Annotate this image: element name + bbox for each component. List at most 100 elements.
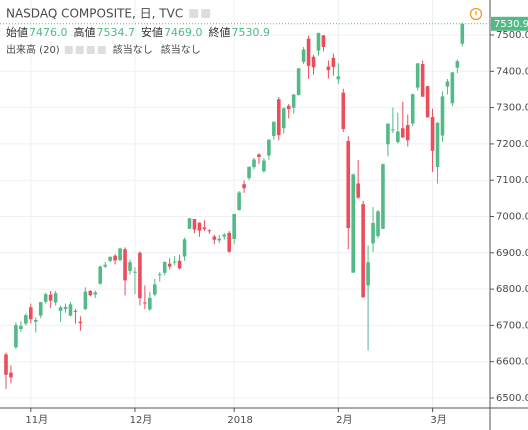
candle-body: [103, 264, 107, 267]
candle-body: [381, 164, 385, 229]
candle-body: [4, 354, 8, 375]
candle-body: [118, 248, 122, 261]
candle-body: [396, 131, 400, 143]
candle-body: [88, 290, 93, 296]
candle-body: [346, 140, 351, 229]
y-tick-label: 7200.0: [496, 139, 528, 150]
grid: [0, 0, 490, 408]
indicator-icon[interactable]: [64, 46, 73, 54]
candle-body: [291, 94, 296, 108]
candle-body: [138, 252, 142, 299]
candle-body: [460, 23, 465, 44]
candle-body: [14, 325, 18, 348]
ohlc-label: 高値: [74, 25, 96, 39]
candle-body: [450, 72, 455, 104]
candle-body: [242, 184, 246, 189]
candle-body: [272, 121, 276, 136]
candle-body: [410, 94, 415, 124]
candle-body: [48, 294, 53, 301]
candle-body: [182, 239, 187, 257]
candle-body: [425, 86, 430, 118]
candle-body: [63, 306, 68, 310]
candle-body: [391, 129, 395, 131]
candle-body: [257, 154, 261, 157]
candle-body: [267, 139, 271, 156]
x-tick-label: 11月: [25, 414, 48, 426]
candle-body: [108, 256, 112, 261]
ohlc-label: 安値: [141, 25, 163, 39]
y-tick-label: 7000.0: [496, 212, 528, 223]
candle-body: [435, 122, 440, 168]
candle-body: [286, 105, 291, 110]
y-tick-label: 7100.0: [496, 175, 528, 186]
candle-body: [440, 96, 445, 136]
axes: 6500.0 6600.0 6700.0 6800.0 6900.0 7000.0 7100…: [0, 16, 528, 426]
y-tick-label: 6800.0: [496, 284, 528, 295]
candle-body: [58, 307, 63, 311]
candle-body: [128, 262, 132, 271]
candle-body: [415, 63, 420, 88]
chart-title: NASDAQ COMPOSITE, 日, TVC: [6, 7, 183, 21]
candle-body: [123, 249, 127, 281]
candle-body: [68, 304, 73, 316]
candle-body: [341, 92, 346, 130]
alert-icon[interactable]: [469, 7, 483, 21]
ohlc-value: 7534.7: [97, 26, 136, 39]
candle-body: [217, 238, 222, 241]
candle-body: [24, 315, 28, 324]
candle-body: [405, 125, 410, 141]
candle-body: [222, 234, 227, 237]
indicator-icon[interactable]: [86, 46, 95, 54]
candle-body: [301, 49, 306, 62]
x-tick-label: 2月: [336, 414, 352, 426]
ohlc-label: 終値: [209, 25, 231, 39]
candle-body: [331, 57, 336, 67]
candle-body: [207, 230, 212, 232]
candle-body: [311, 56, 316, 68]
candle-body: [336, 76, 341, 80]
x-tick-label: 12月: [130, 414, 153, 426]
candle-body: [321, 35, 326, 47]
candle-body: [113, 255, 117, 261]
candle-body: [192, 219, 197, 230]
ohlc-value: 7469.0: [164, 26, 203, 39]
candle-body: [361, 204, 365, 298]
candle-body: [43, 294, 48, 302]
candle-body: [148, 297, 152, 310]
indicator-value: 該当なし: [113, 43, 153, 56]
candle-body: [281, 108, 286, 129]
legend-header: NASDAQ COMPOSITE, 日, TVC 出来高 (20) 該当なし 該…: [6, 7, 270, 57]
x-tick-label: 3月: [430, 414, 446, 426]
y-tick-label: 6900.0: [496, 248, 528, 259]
candle-body: [306, 38, 311, 66]
candle-body: [227, 232, 231, 252]
candle-body: [296, 68, 301, 95]
ohlc-value: 7476.0: [29, 26, 68, 39]
y-tick-label: 7300.0: [496, 103, 528, 114]
candle-body: [177, 260, 182, 269]
candle-body: [53, 293, 58, 303]
y-tick-label: 6700.0: [496, 320, 528, 331]
x-tick-label: 2018: [227, 415, 252, 426]
indicator-icon[interactable]: [75, 46, 84, 54]
candle-body: [351, 174, 355, 273]
indicator-icons[interactable]: [64, 46, 106, 54]
candle-body: [277, 99, 281, 136]
candle-body: [430, 117, 435, 151]
candle-body: [366, 262, 370, 286]
settings-icon[interactable]: [189, 9, 199, 18]
indicator-icon[interactable]: [97, 46, 106, 54]
last-price-label: 7530.9: [494, 19, 528, 30]
y-tick-label: 6600.0: [496, 357, 528, 368]
candle-body: [197, 222, 202, 231]
candle-body: [78, 321, 83, 324]
candle-body: [172, 261, 177, 263]
candle-body: [420, 64, 425, 97]
candle-body: [187, 218, 192, 229]
candle-body: [98, 266, 103, 284]
candle-body: [162, 261, 167, 273]
candle-body: [93, 292, 98, 295]
hide-icon[interactable]: [201, 9, 211, 18]
candle-body: [371, 223, 375, 244]
